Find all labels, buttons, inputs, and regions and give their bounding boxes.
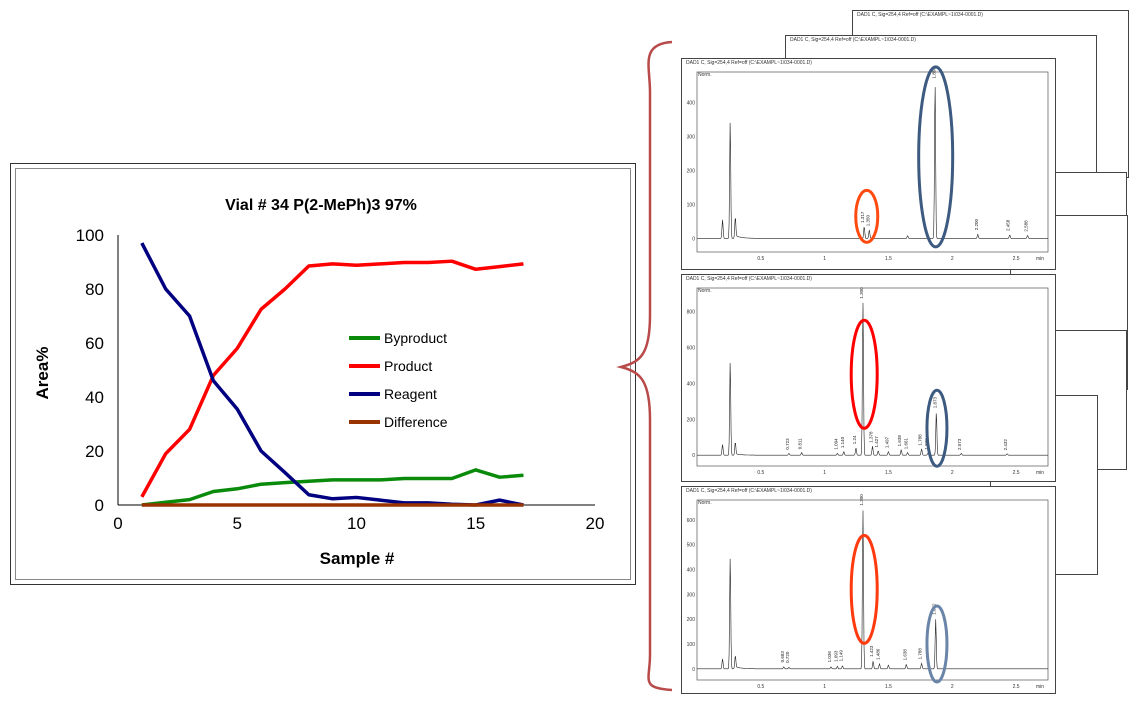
- chromatogram-3-header: DAD1 C, Sig=254,4 Ref=off (C:\EXAMPL~1\0…: [686, 488, 812, 494]
- main-chart-frame: [10, 163, 636, 585]
- back-page-2-header: DAD1 C, Sig=254,4 Ref=off (C:\EXAMPL~1\0…: [790, 37, 916, 43]
- chromatogram-panel-2: DAD1 C, Sig=254,4 Ref=off (C:\EXAMPL~1\0…: [681, 274, 1056, 482]
- chromatogram-1-header: DAD1 C, Sig=254,4 Ref=off (C:\EXAMPL~1\0…: [686, 60, 812, 66]
- chromatogram-panel-1: DAD1 C, Sig=254,4 Ref=off (C:\EXAMPL~1\0…: [681, 58, 1056, 270]
- chromatogram-2-header: DAD1 C, Sig=254,4 Ref=off (C:\EXAMPL~1\0…: [686, 276, 812, 282]
- main-chart-plot-area: [15, 168, 631, 580]
- chromatogram-panel-3: DAD1 C, Sig=254,4 Ref=off (C:\EXAMPL~1\0…: [681, 486, 1056, 694]
- back-page-1-header: DAD1 C, Sig=254,4 Ref=off (C:\EXAMPL~1\0…: [857, 12, 983, 18]
